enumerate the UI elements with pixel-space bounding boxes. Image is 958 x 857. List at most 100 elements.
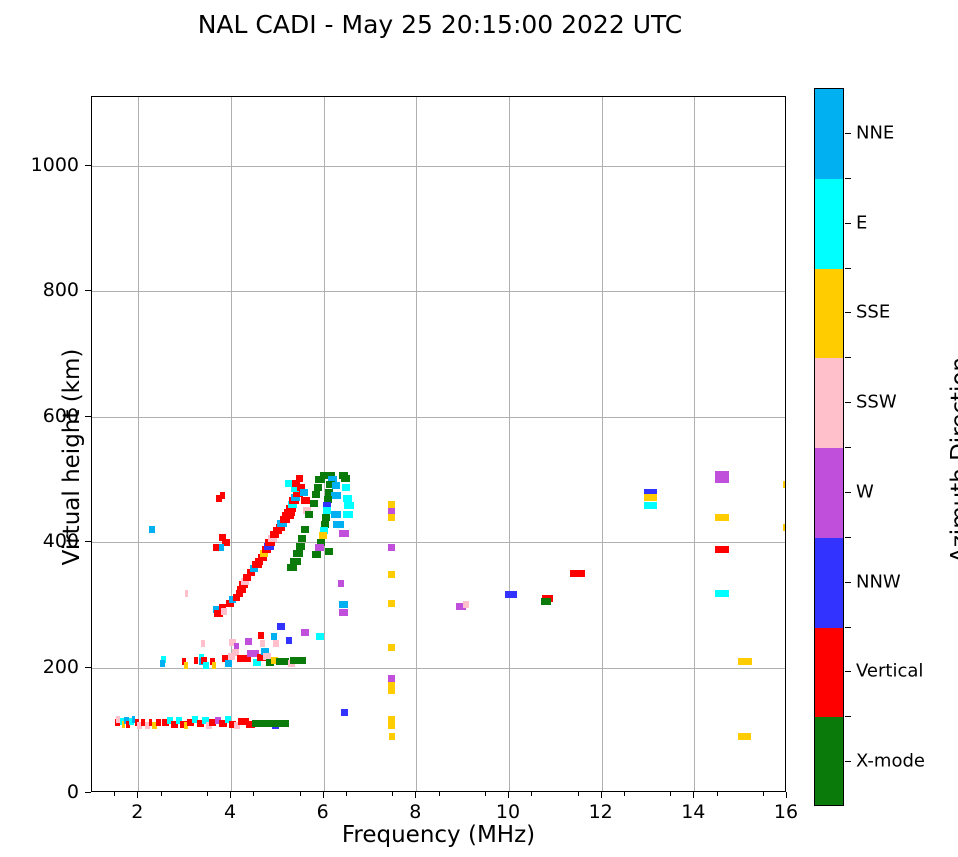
gridline-horizontal xyxy=(92,166,785,167)
echo-point xyxy=(387,644,395,651)
echo-point xyxy=(313,483,322,491)
x-tick-label: 4 xyxy=(223,801,237,823)
echo-point xyxy=(325,481,335,488)
echo-point xyxy=(219,491,226,499)
plot-area xyxy=(91,96,786,792)
echo-point xyxy=(324,488,333,496)
colorbar-label-sse: SSE xyxy=(856,301,891,323)
echo-point xyxy=(325,472,335,480)
echo-point xyxy=(219,533,227,541)
colorbar-label-ssw: SSW xyxy=(856,391,897,413)
colorbar xyxy=(814,88,844,806)
echo-point xyxy=(320,472,331,480)
echo-point xyxy=(320,527,329,535)
echo-point xyxy=(323,496,332,504)
echo-point xyxy=(285,636,293,644)
colorbar-boundary-tick xyxy=(845,267,851,269)
echo-point xyxy=(214,610,223,618)
echo-point xyxy=(715,590,730,598)
echo-point xyxy=(341,709,348,717)
echo-point xyxy=(209,657,216,665)
echo-point xyxy=(176,716,182,724)
echo-point xyxy=(239,581,248,589)
colorbar-label-nne: NNE xyxy=(856,122,895,144)
y-tick-label: 0 xyxy=(66,781,79,803)
x-tick-minor xyxy=(345,792,347,796)
echo-point xyxy=(226,600,234,608)
echo-point xyxy=(301,497,310,505)
echo-point xyxy=(303,507,311,515)
x-tick xyxy=(600,792,602,798)
echo-point xyxy=(738,657,753,665)
echo-point xyxy=(311,491,320,498)
echo-point xyxy=(715,471,730,478)
echo-point xyxy=(236,654,245,662)
echo-point xyxy=(148,719,153,727)
echo-point xyxy=(257,631,265,639)
echo-point xyxy=(644,488,658,496)
y-tick xyxy=(85,666,91,668)
colorbar-label-nnw: NNW xyxy=(856,571,901,593)
colorbar-boundary-tick xyxy=(845,536,851,538)
x-tick-label: 8 xyxy=(409,801,422,823)
x-tick-minor xyxy=(299,792,301,796)
gridline-horizontal xyxy=(92,291,785,293)
echo-point xyxy=(387,507,395,515)
gridline-vertical xyxy=(509,97,510,791)
x-tick xyxy=(137,792,139,798)
echo-point xyxy=(184,590,189,598)
y-tick-label: 200 xyxy=(42,655,79,678)
echo-point xyxy=(331,492,342,500)
echo-point xyxy=(295,474,304,482)
y-axis-label: Virtual height (km) xyxy=(59,348,85,566)
x-tick xyxy=(786,792,787,798)
gridline-vertical xyxy=(416,97,418,791)
echo-point xyxy=(265,538,276,546)
echo-point xyxy=(192,716,198,724)
echo-point xyxy=(315,476,325,483)
echo-point xyxy=(285,504,296,512)
echo-point xyxy=(644,502,658,510)
x-tick-minor xyxy=(670,792,672,796)
y-tick-label: 600 xyxy=(42,404,79,427)
echo-point xyxy=(124,716,129,724)
echo-point xyxy=(387,721,395,729)
echo-point xyxy=(462,601,470,609)
x-tick xyxy=(230,792,231,798)
echo-point xyxy=(131,715,136,723)
echo-point xyxy=(455,602,466,610)
y-tick-label: 1000 xyxy=(30,154,79,176)
echo-point xyxy=(243,573,252,581)
echo-point xyxy=(203,661,209,669)
y-tick xyxy=(85,165,91,166)
colorbar-tick xyxy=(845,132,851,134)
colorbar-boundary-tick xyxy=(845,177,851,179)
x-tick-minor xyxy=(114,792,116,796)
x-tick-label: 10 xyxy=(495,801,521,823)
echo-point xyxy=(644,493,658,501)
colorbar-tick xyxy=(845,312,851,314)
x-tick-label: 6 xyxy=(316,801,329,823)
gridline-vertical xyxy=(601,97,603,791)
echo-point xyxy=(211,661,217,669)
echo-point xyxy=(121,720,126,728)
echo-point xyxy=(148,526,155,534)
x-tick-minor xyxy=(253,792,255,796)
echo-point xyxy=(291,484,300,492)
echo-point xyxy=(387,543,395,551)
echo-point xyxy=(311,551,321,559)
echo-point xyxy=(180,720,187,728)
echo-point xyxy=(319,532,328,540)
x-tick-label: 2 xyxy=(131,801,144,823)
plot-canvas xyxy=(92,97,785,791)
echo-point xyxy=(387,680,395,688)
echo-point xyxy=(196,719,205,727)
echo-point xyxy=(339,529,349,537)
y-tick-label: 400 xyxy=(42,530,79,553)
echo-point xyxy=(715,476,730,483)
echo-point xyxy=(322,502,331,510)
echo-point xyxy=(252,719,278,727)
y-tick xyxy=(85,290,91,292)
echo-point xyxy=(233,721,241,729)
echo-point xyxy=(387,675,395,683)
